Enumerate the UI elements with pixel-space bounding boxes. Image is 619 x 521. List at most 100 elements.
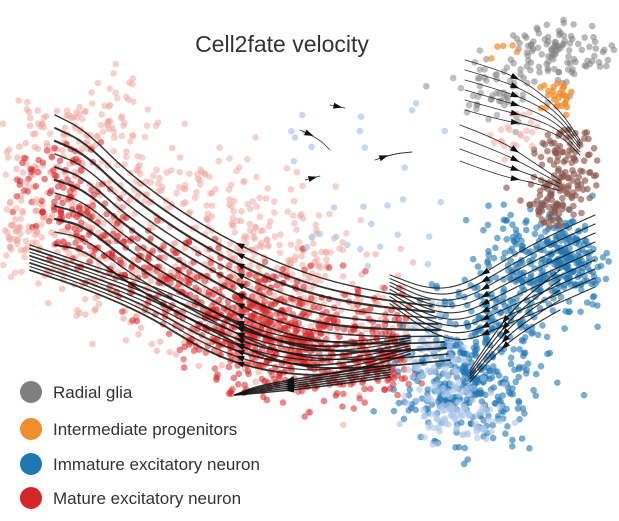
point-intermediate-progenitors <box>568 88 575 96</box>
point-mature-excitatory-neuron <box>339 262 347 269</box>
point-immature-excitatory-neuron <box>496 345 504 353</box>
point-mature-excitatory-neuron <box>244 367 252 375</box>
point-immature-excitatory-neuron <box>515 373 522 381</box>
point-mature-excitatory-neuron <box>171 249 179 257</box>
point-immature-excitatory-neuron <box>384 202 391 209</box>
point-transition-cell <box>535 207 542 214</box>
point-mature-excitatory-neuron <box>208 202 216 209</box>
point-radial-glia <box>483 55 490 63</box>
point-immature-excitatory-neuron <box>444 374 451 381</box>
point-mature-excitatory-neuron <box>249 301 256 309</box>
point-mature-excitatory-neuron <box>22 237 30 245</box>
point-immature-excitatory-neuron <box>390 407 398 415</box>
point-immature-excitatory-neuron <box>459 349 466 357</box>
point-immature-excitatory-neuron <box>524 360 532 368</box>
point-mature-excitatory-neuron <box>17 197 25 204</box>
point-mature-excitatory-neuron <box>339 403 346 410</box>
point-radial-glia <box>473 105 480 113</box>
point-mature-excitatory-neuron <box>256 194 264 202</box>
point-mature-excitatory-neuron <box>529 128 536 136</box>
point-mature-excitatory-neuron <box>18 268 25 276</box>
streamline <box>54 244 451 369</box>
point-immature-excitatory-neuron <box>404 400 411 407</box>
point-immature-excitatory-neuron <box>414 377 421 385</box>
point-mature-excitatory-neuron <box>246 205 254 213</box>
point-immature-excitatory-neuron <box>291 134 299 141</box>
point-immature-excitatory-neuron <box>509 221 516 228</box>
point-mature-excitatory-neuron <box>14 225 21 232</box>
point-immature-excitatory-neuron <box>441 127 449 135</box>
legend-item-mature-excitatory-neuron: Mature excitatory neuron <box>20 487 241 509</box>
point-immature-excitatory-neuron <box>501 249 509 257</box>
streamline-arrowhead <box>235 262 245 270</box>
point-mature-excitatory-neuron <box>172 322 179 329</box>
point-immature-excitatory-neuron <box>522 219 529 226</box>
point-mature-excitatory-neuron <box>2 171 10 179</box>
point-transition-cell <box>538 161 546 169</box>
point-mature-excitatory-neuron <box>159 183 166 191</box>
point-radial-glia <box>423 83 430 90</box>
point-mature-excitatory-neuron <box>3 206 11 213</box>
point-mature-excitatory-neuron <box>53 107 61 115</box>
point-mature-excitatory-neuron <box>33 239 40 246</box>
point-mature-excitatory-neuron <box>147 235 154 242</box>
point-immature-excitatory-neuron <box>360 203 367 210</box>
point-mature-excitatory-neuron <box>381 386 388 393</box>
point-mature-excitatory-neuron <box>315 304 322 311</box>
point-immature-excitatory-neuron <box>534 331 542 339</box>
point-mature-excitatory-neuron <box>306 409 314 416</box>
point-mature-excitatory-neuron <box>110 134 118 141</box>
streamline-arrowhead <box>480 283 490 291</box>
point-mature-excitatory-neuron <box>285 306 293 313</box>
point-immature-excitatory-neuron <box>408 107 416 114</box>
point-mature-excitatory-neuron <box>225 363 233 371</box>
point-mature-excitatory-neuron <box>32 182 40 190</box>
point-mature-excitatory-neuron <box>175 184 183 191</box>
point-transition-cell <box>536 192 544 199</box>
streamline-arrowhead <box>510 100 520 107</box>
point-mature-excitatory-neuron <box>144 106 152 113</box>
point-mature-excitatory-neuron <box>66 250 73 257</box>
point-immature-excitatory-neuron <box>330 204 338 211</box>
point-immature-excitatory-neuron <box>441 391 448 398</box>
point-immature-excitatory-neuron <box>453 424 461 431</box>
point-mature-excitatory-neuron <box>181 245 189 252</box>
point-mature-excitatory-neuron <box>58 285 66 293</box>
point-mature-excitatory-neuron <box>0 120 7 127</box>
point-immature-excitatory-neuron <box>597 262 605 270</box>
point-immature-excitatory-neuron <box>470 384 478 392</box>
point-mature-excitatory-neuron <box>17 215 25 223</box>
point-intermediate-progenitors <box>563 103 571 111</box>
streamline-arrowhead <box>510 73 520 80</box>
point-mature-excitatory-neuron <box>92 305 99 313</box>
point-mature-excitatory-neuron <box>138 154 146 161</box>
point-mature-excitatory-neuron <box>320 397 328 405</box>
point-mature-excitatory-neuron <box>181 120 188 128</box>
point-mature-excitatory-neuron <box>31 143 38 151</box>
point-mature-excitatory-neuron <box>347 328 355 336</box>
point-mature-excitatory-neuron <box>339 421 347 429</box>
point-immature-excitatory-neuron <box>511 419 519 427</box>
point-mature-excitatory-neuron <box>107 118 114 125</box>
point-mature-excitatory-neuron <box>350 405 358 412</box>
streamline-arrowhead <box>235 302 245 310</box>
point-mature-excitatory-neuron <box>260 393 267 401</box>
point-radial-glia <box>545 53 552 60</box>
point-mature-excitatory-neuron <box>63 112 70 119</box>
point-mature-excitatory-neuron <box>307 285 315 293</box>
point-mature-excitatory-neuron <box>60 238 67 245</box>
streamline-arrowhead <box>304 129 314 136</box>
streamline-arrowhead <box>235 252 245 260</box>
point-mature-excitatory-neuron <box>201 171 209 178</box>
point-immature-excitatory-neuron <box>376 243 384 250</box>
point-immature-excitatory-neuron <box>361 144 369 151</box>
streamline-arrowhead <box>501 328 510 337</box>
point-mature-excitatory-neuron <box>141 197 148 204</box>
point-radial-glia <box>581 34 588 41</box>
point-mature-excitatory-neuron <box>215 244 222 252</box>
point-mature-excitatory-neuron <box>323 256 330 263</box>
point-transition-cell <box>593 182 600 189</box>
point-immature-excitatory-neuron <box>436 428 444 435</box>
point-mature-excitatory-neuron <box>79 115 86 123</box>
point-mature-excitatory-neuron <box>208 302 215 310</box>
